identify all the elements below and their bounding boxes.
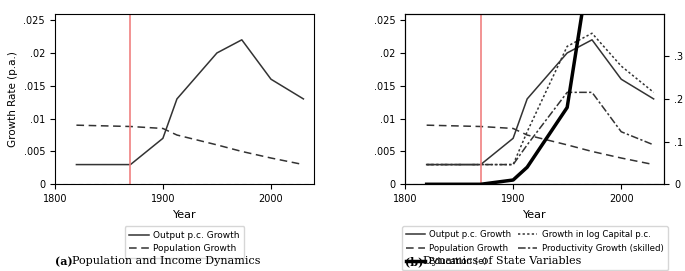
Y-axis label: Growth Rate (p.a.): Growth Rate (p.a.)	[8, 51, 18, 147]
Text: Dynamics of State Variables: Dynamics of State Variables	[423, 256, 582, 266]
Text: (b): (b)	[405, 256, 423, 267]
Legend: Output p.c. Growth, Population Growth, Education (e), Growth in log Capital p.c.: Output p.c. Growth, Population Growth, E…	[402, 226, 668, 270]
Text: Population and Income Dynamics: Population and Income Dynamics	[73, 256, 261, 266]
Legend: Output p.c. Growth, Population Growth: Output p.c. Growth, Population Growth	[125, 226, 245, 258]
X-axis label: Year: Year	[173, 209, 197, 220]
Text: (a): (a)	[55, 256, 73, 267]
X-axis label: Year: Year	[523, 209, 547, 220]
